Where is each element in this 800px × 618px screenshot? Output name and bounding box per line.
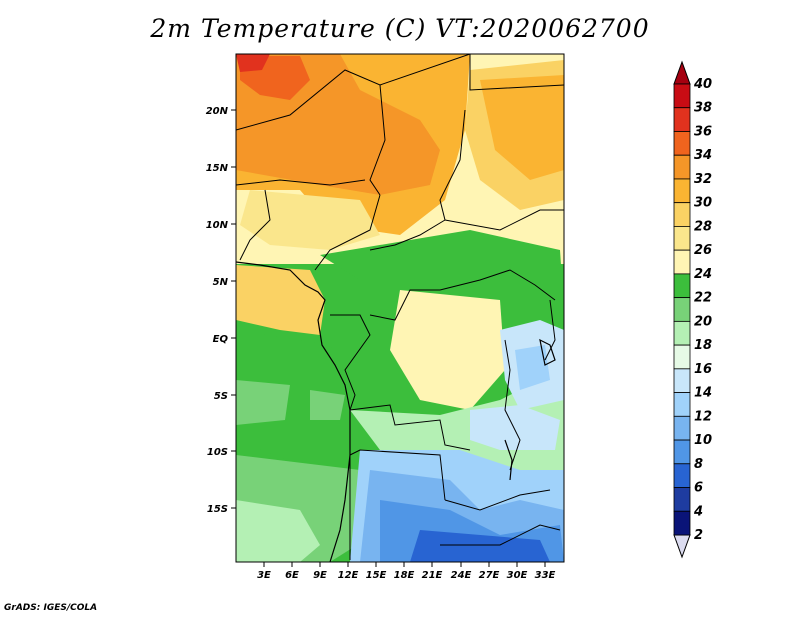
lat-label: 15N xyxy=(206,163,229,174)
colorbar-label: 34 xyxy=(694,148,712,163)
lon-label: 3E xyxy=(257,570,271,581)
colorbar-label: 24 xyxy=(694,267,712,282)
colorbar-label: 20 xyxy=(694,314,712,329)
colorbar-swatch xyxy=(673,320,691,346)
lon-label: 30E xyxy=(507,570,528,581)
colorbar-label: 30 xyxy=(694,196,712,211)
country-borders xyxy=(236,54,564,560)
colorbar-label: 40 xyxy=(693,77,712,92)
colorbar-bottom-arrow xyxy=(673,534,691,559)
lon-label: 27E xyxy=(479,570,500,581)
lon-label: 9E xyxy=(313,570,327,581)
lat-label: 15S xyxy=(207,504,228,515)
colorbar-swatch xyxy=(673,131,691,156)
colorbar-swatch xyxy=(673,249,691,275)
lat-label: 20N xyxy=(206,106,229,117)
lat-axis: 20N 15N 10N 5N EQ 5S 10S 15S xyxy=(206,106,236,515)
colorbar-label: 32 xyxy=(694,172,712,187)
colorbar-swatch xyxy=(673,226,691,251)
colorbar-swatch xyxy=(673,107,691,132)
grads-credit: GrADS: IGES/COLA xyxy=(4,603,98,613)
lat-label: 10N xyxy=(206,220,229,231)
colorbar-swatch xyxy=(673,487,691,512)
lon-label: 12E xyxy=(338,570,359,581)
colorbar-swatch xyxy=(673,510,691,536)
colorbar-label: 14 xyxy=(694,386,712,401)
colorbar-label: 36 xyxy=(694,124,712,139)
colorbar-label: 4 xyxy=(693,504,703,519)
colorbar-swatch xyxy=(673,344,691,370)
colorbar-label: 18 xyxy=(694,338,712,353)
colorbar-swatch xyxy=(673,154,691,180)
lat-label: EQ xyxy=(213,334,229,345)
map-frame xyxy=(235,53,565,563)
colorbar-swatch xyxy=(673,439,691,465)
colorbar-swatch xyxy=(673,392,691,417)
colorbar-label: 6 xyxy=(694,481,703,496)
lon-label: 6E xyxy=(285,570,299,581)
colorbar-swatch xyxy=(673,297,691,322)
lon-label: 33E xyxy=(535,570,556,581)
lat-label: 5S xyxy=(214,391,228,402)
chart-title: 2m Temperature (C) VT:2020062700 xyxy=(150,14,650,43)
lon-label: 15E xyxy=(366,570,387,581)
lat-label: 10S xyxy=(207,447,228,458)
colorbar-swatch xyxy=(673,273,691,299)
colorbar-swatch xyxy=(673,415,691,441)
colorbar-label: 8 xyxy=(694,457,703,472)
colorbar-swatch xyxy=(673,463,691,488)
colorbar-label: 38 xyxy=(694,101,712,116)
colorbar-label: 10 xyxy=(694,433,712,448)
colorbar-label: 26 xyxy=(694,243,712,258)
colorbar-label: 16 xyxy=(694,362,712,377)
colorbar-swatch xyxy=(673,178,691,204)
lon-label: 24E xyxy=(451,570,472,581)
colorbar-swatch xyxy=(673,202,691,227)
coastline xyxy=(236,261,556,562)
lon-label: 21E xyxy=(422,570,443,581)
colorbar-top-arrow xyxy=(673,60,691,85)
temperature-field xyxy=(236,54,564,562)
lon-axis: 3E 6E 9E 12E 15E 18E 21E 24E 27E 30E 33E xyxy=(257,562,556,581)
colorbar-label: 2 xyxy=(694,528,703,543)
colorbar-swatch xyxy=(673,368,691,393)
colorbar-label: 12 xyxy=(694,409,712,424)
colorbar-swatch xyxy=(673,83,691,109)
colorbar-label: 28 xyxy=(694,219,712,234)
lon-label: 18E xyxy=(394,570,415,581)
colorbar-label: 22 xyxy=(694,291,712,306)
lat-label: 5N xyxy=(213,277,229,288)
colorbar: 40 38 36 34 32 30 28 26 24 22 20 18 16 14 12 10 8 6 4 2 xyxy=(673,60,712,559)
